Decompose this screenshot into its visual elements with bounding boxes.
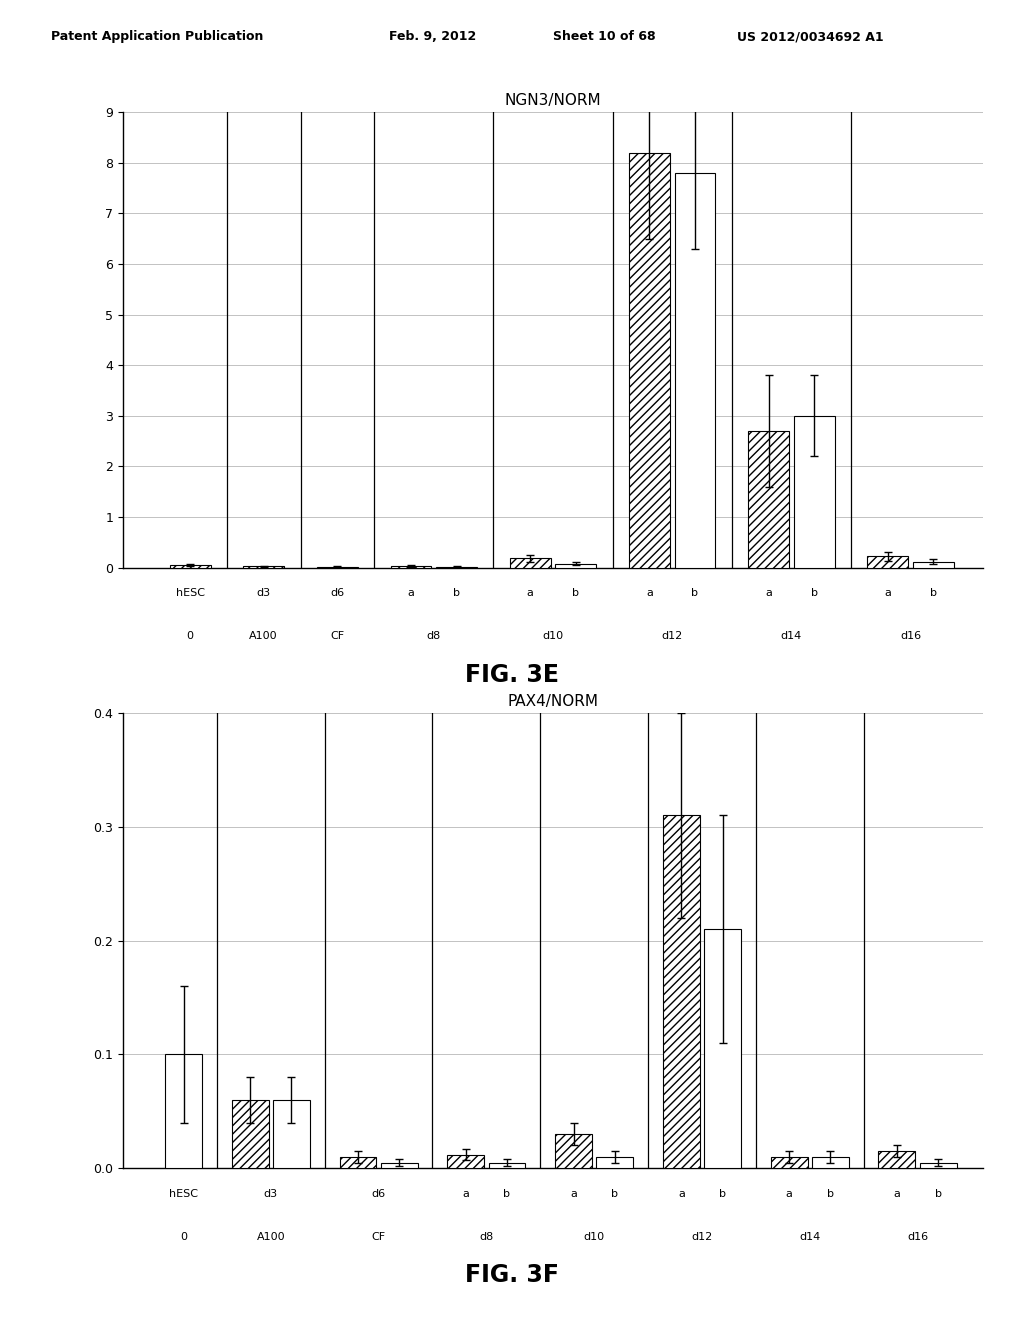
Text: a: a (526, 589, 534, 598)
Text: d8: d8 (479, 1232, 494, 1242)
Text: 0: 0 (180, 1232, 187, 1242)
Bar (273, 1100, 310, 1168)
Bar (510, 558, 551, 568)
Bar (555, 564, 596, 568)
Bar (488, 1163, 525, 1168)
Bar (629, 153, 670, 568)
Text: b: b (826, 1189, 834, 1199)
Text: d3: d3 (257, 589, 270, 598)
Bar (771, 1156, 808, 1168)
Text: a: a (785, 1189, 793, 1199)
Text: CF: CF (331, 631, 344, 642)
Text: d16: d16 (900, 631, 922, 642)
Text: b: b (930, 589, 937, 598)
Bar (340, 1156, 377, 1168)
Text: d6: d6 (372, 1189, 386, 1199)
Title: NGN3/NORM: NGN3/NORM (505, 94, 601, 108)
Text: Feb. 9, 2012: Feb. 9, 2012 (389, 30, 476, 44)
Text: d6: d6 (331, 589, 344, 598)
Text: hESC: hESC (175, 589, 205, 598)
Text: d10: d10 (543, 631, 563, 642)
Text: d12: d12 (691, 1232, 713, 1242)
Bar (555, 1134, 592, 1168)
Text: b: b (719, 1189, 726, 1199)
Text: b: b (611, 1189, 618, 1199)
Bar (812, 1156, 849, 1168)
Text: a: a (646, 589, 653, 598)
Text: b: b (811, 589, 817, 598)
Text: b: b (572, 589, 580, 598)
Text: 0: 0 (186, 631, 194, 642)
Text: FIG. 3F: FIG. 3F (465, 1263, 559, 1287)
Text: A100: A100 (250, 631, 279, 642)
Bar (447, 1155, 484, 1168)
Bar (749, 430, 790, 568)
Text: d12: d12 (662, 631, 683, 642)
Text: A100: A100 (256, 1232, 285, 1242)
Text: d8: d8 (427, 631, 441, 642)
Bar (165, 1055, 202, 1168)
Text: b: b (691, 589, 698, 598)
Bar (244, 566, 284, 568)
Bar (170, 565, 211, 568)
Text: d14: d14 (799, 1232, 820, 1242)
Text: b: b (935, 1189, 942, 1199)
Text: Sheet 10 of 68: Sheet 10 of 68 (553, 30, 655, 44)
Text: a: a (463, 1189, 469, 1199)
Bar (705, 929, 741, 1168)
Bar (390, 566, 431, 568)
Bar (794, 416, 835, 568)
Text: d10: d10 (584, 1232, 605, 1242)
Bar (675, 173, 716, 568)
Title: PAX4/NORM: PAX4/NORM (508, 694, 598, 709)
Bar (913, 561, 953, 568)
Text: hESC: hESC (169, 1189, 198, 1199)
Text: d3: d3 (264, 1189, 278, 1199)
Bar (867, 557, 908, 568)
Text: CF: CF (372, 1232, 386, 1242)
Bar (596, 1156, 633, 1168)
Bar (663, 816, 699, 1168)
Text: b: b (453, 589, 460, 598)
Text: a: a (765, 589, 772, 598)
Text: US 2012/0034692 A1: US 2012/0034692 A1 (737, 30, 884, 44)
Text: a: a (570, 1189, 577, 1199)
Text: d16: d16 (907, 1232, 928, 1242)
Bar (231, 1100, 268, 1168)
Text: a: a (894, 1189, 900, 1199)
Text: d14: d14 (780, 631, 802, 642)
Text: b: b (504, 1189, 511, 1199)
Text: a: a (678, 1189, 685, 1199)
Text: Patent Application Publication: Patent Application Publication (51, 30, 263, 44)
Bar (381, 1163, 418, 1168)
Text: a: a (408, 589, 415, 598)
Text: FIG. 3E: FIG. 3E (465, 663, 559, 686)
Bar (920, 1163, 956, 1168)
Text: a: a (885, 589, 891, 598)
Bar (879, 1151, 915, 1168)
